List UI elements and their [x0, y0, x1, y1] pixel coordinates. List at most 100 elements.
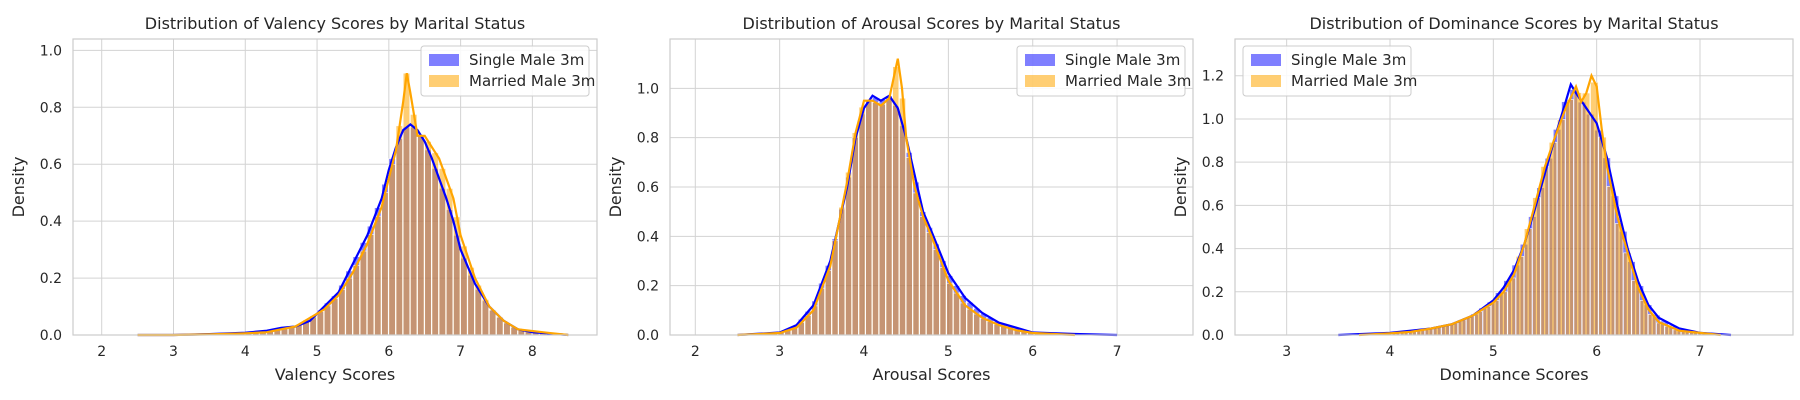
- histogram-bar: [331, 298, 339, 336]
- legend-swatch-married: [1025, 75, 1055, 87]
- legend-swatch-married: [1251, 75, 1281, 87]
- histogram-bar: [926, 232, 933, 336]
- x-tick-label: 3: [169, 344, 178, 360]
- plot-frame: [1234, 38, 1794, 336]
- histogram-bar: [417, 135, 425, 336]
- plot-frame: [72, 38, 598, 336]
- histogram-bar: [845, 171, 852, 336]
- y-tick-label: 0.0: [40, 328, 62, 344]
- histogram-bar: [912, 192, 920, 336]
- histogram-bar: [939, 267, 947, 336]
- legend-frame: [420, 45, 590, 97]
- histogram-bar: [1532, 197, 1541, 336]
- histogram-bar: [489, 309, 497, 336]
- histogram-bar: [1540, 166, 1549, 336]
- histogram-bar: [959, 302, 967, 336]
- histogram-bar: [388, 163, 396, 336]
- x-tick-label: 6: [1028, 344, 1037, 360]
- y-tick-label: 0.2: [637, 279, 659, 295]
- histogram-bar: [865, 100, 873, 336]
- y-tick-label: 0.2: [40, 271, 62, 287]
- y-tick-label: 0.0: [1202, 328, 1224, 344]
- y-tick-label: 1.0: [1202, 112, 1224, 128]
- x-axis-label: Arousal Scores: [873, 365, 991, 384]
- histogram-bar: [953, 292, 960, 336]
- dominance-panel: 3 4 5 6 7 0.0 0.2 0.4 0.6 0.8 1.0 1.2 Distribution …: [1171, 14, 1794, 384]
- kde-line: [137, 122, 569, 337]
- histogram-bar: [367, 234, 375, 336]
- kde-line: [137, 73, 569, 337]
- histogram-bar: [973, 313, 981, 336]
- y-tick-label: 0.6: [40, 157, 62, 173]
- histogram-bar: [1482, 306, 1491, 336]
- panel-title: Distribution of Dominance Scores by Mari…: [1309, 14, 1718, 33]
- histogram-bar: [919, 216, 927, 336]
- x-tick-label: 7: [1113, 344, 1122, 360]
- y-tick-label: 0.4: [40, 214, 62, 230]
- legend-swatch-single: [1251, 54, 1281, 66]
- histogram-bar: [1474, 311, 1483, 336]
- x-tick-label: 5: [944, 344, 953, 360]
- legend-label-married: Married Male 3m: [1065, 72, 1191, 90]
- histogram-bar: [1606, 186, 1615, 336]
- legend-label-married: Married Male 3m: [1291, 72, 1417, 90]
- x-tick-label: 6: [384, 344, 393, 360]
- panel-title: Distribution of Valency Scores by Marita…: [145, 14, 525, 33]
- histogram-bar: [1598, 136, 1607, 336]
- histogram-bar: [966, 308, 974, 336]
- histogram-bar: [1507, 277, 1516, 336]
- x-axis-label: Valency Scores: [275, 365, 395, 384]
- legend-swatch-married: [429, 75, 459, 87]
- legend-swatch-single: [429, 54, 459, 66]
- legend: Single Male 3m Married Male 3m: [1016, 45, 1191, 97]
- panel-title: Distribution of Arousal Scores by Marita…: [743, 14, 1121, 33]
- histogram-bar: [1499, 291, 1508, 336]
- x-tick-label: 7: [456, 344, 465, 360]
- histogram-bar: [359, 250, 368, 336]
- y-tick-label: 0.2: [1202, 285, 1224, 301]
- histogram-bar: [316, 311, 324, 336]
- histogram-bar: [1565, 99, 1574, 336]
- histogram-bar: [374, 215, 382, 336]
- kde-line: [737, 94, 1118, 337]
- legend-label-single: Single Male 3m: [1065, 51, 1180, 69]
- histogram-bar: [1524, 228, 1533, 336]
- y-tick-label: 0.4: [1202, 242, 1224, 258]
- histogram-bar: [402, 72, 411, 336]
- kde-line: [1358, 72, 1721, 337]
- histogram-bar: [381, 192, 389, 336]
- histogram-bar: [1466, 316, 1475, 336]
- y-tick-label: 0.0: [637, 328, 659, 344]
- histogram-bar: [851, 132, 859, 336]
- y-axis-label: Density: [606, 157, 625, 218]
- histogram-bar: [858, 106, 866, 336]
- x-tick-label: 2: [97, 344, 106, 360]
- histogram-bar: [352, 264, 360, 336]
- histogram-bar: [1581, 92, 1591, 336]
- legend-frame: [1016, 45, 1186, 97]
- histogram-bar: [885, 97, 893, 336]
- legend-frame: [1242, 45, 1412, 97]
- histogram-bar: [1623, 252, 1632, 336]
- histogram-bar: [345, 277, 353, 336]
- y-tick-label: 0.6: [637, 180, 659, 196]
- x-tick-label: 8: [528, 344, 537, 360]
- histogram-bar: [338, 289, 346, 336]
- histogram-bar: [905, 157, 913, 336]
- y-tick-label: 0.8: [1202, 155, 1224, 171]
- y-tick-label: 0.8: [637, 131, 659, 147]
- histogram-bar: [878, 103, 886, 336]
- x-axis-label: Dominance Scores: [1439, 365, 1588, 384]
- y-axis-label: Density: [9, 157, 28, 218]
- histogram-bar: [1614, 223, 1624, 336]
- histogram-bar: [824, 270, 832, 336]
- histogram-bar: [431, 152, 439, 336]
- x-tick-label: 4: [241, 344, 250, 360]
- y-tick-label: 1.0: [637, 81, 659, 97]
- x-tick-label: 3: [775, 344, 784, 360]
- y-tick-label: 1.0: [40, 43, 62, 59]
- histogram-bar: [980, 318, 987, 336]
- x-tick-label: 2: [691, 344, 700, 360]
- x-tick-label: 5: [313, 344, 322, 360]
- legend-label-single: Single Male 3m: [1291, 51, 1406, 69]
